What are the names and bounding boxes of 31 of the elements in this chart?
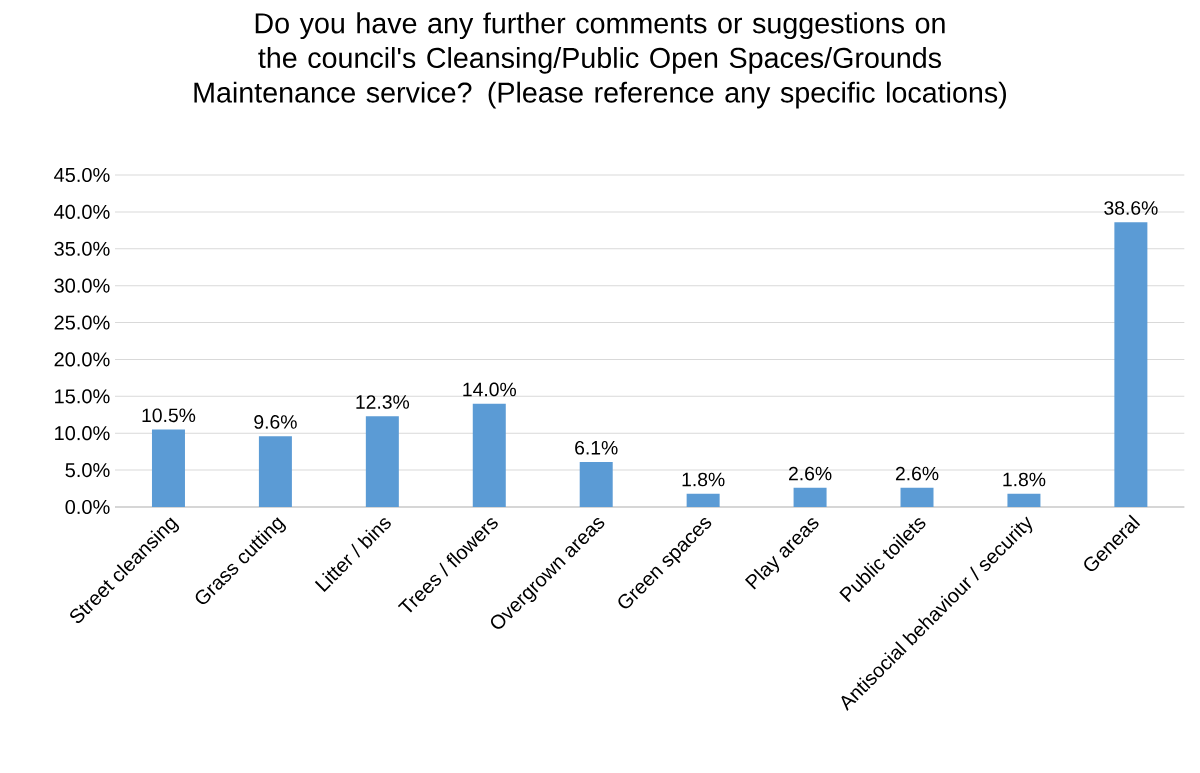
data-label: 1.8%: [1003, 472, 1046, 487]
data-label: 2.6%: [789, 466, 832, 481]
bar: [365, 416, 399, 507]
y-tick-label: 35.0%: [54, 241, 110, 256]
data-label: 6.1%: [575, 440, 618, 455]
bar: [472, 403, 506, 507]
y-tick-label: 0.0%: [65, 499, 110, 515]
data-label: 1.8%: [682, 472, 725, 487]
y-tick-label: 20.0%: [54, 352, 110, 367]
data-label: 2.6%: [895, 466, 939, 481]
bar: [1114, 222, 1148, 507]
bar: [151, 429, 185, 507]
data-label: 12.3%: [356, 395, 410, 409]
data-label: 9.6%: [254, 415, 297, 429]
bar: [686, 493, 720, 507]
y-tick-label: 25.0%: [54, 315, 110, 330]
chart-title: Do you have any further comments or suggestions on the council's Cleansing/Public Open Spaces/Grounds Maintenance service? (Please reference any specific locations): [194, 12, 1006, 109]
y-tick-label: 5.0%: [65, 463, 110, 478]
y-tick-label: 10.0%: [55, 426, 110, 441]
data-label: 38.6%: [1104, 201, 1158, 215]
y-tick-label: 45.0%: [54, 167, 110, 183]
bar: [1007, 493, 1041, 507]
y-tick-label: 30.0%: [54, 278, 110, 293]
bar: [579, 461, 613, 507]
y-tick-label: 40.0%: [54, 204, 110, 219]
bar: [900, 487, 934, 507]
data-label: 10.5%: [142, 408, 196, 423]
data-label: 14.0%: [463, 382, 517, 397]
bar: [793, 487, 827, 507]
y-tick-label: 15.0%: [55, 389, 110, 404]
bar: [258, 436, 292, 507]
